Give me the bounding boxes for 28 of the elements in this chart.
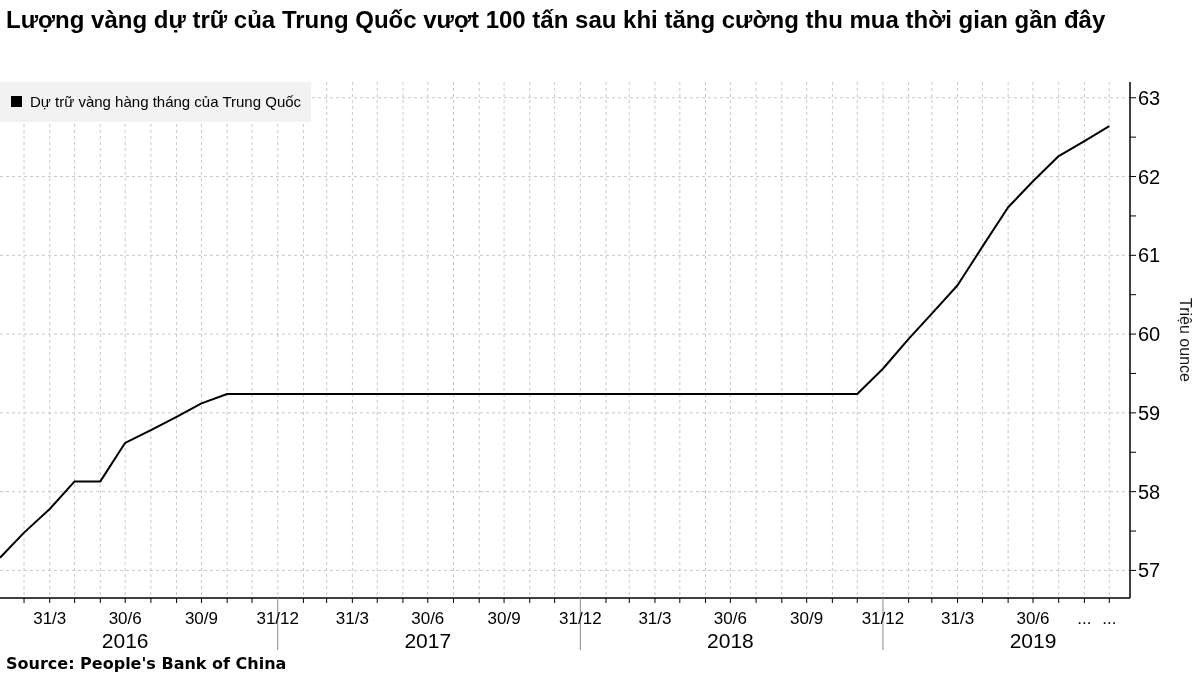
y-tick-label: 60: [1138, 323, 1161, 346]
x-tick-label: 30/6 2017: [404, 609, 452, 652]
x-tick-label: 30/6 2016: [101, 609, 149, 652]
y-tick-label: 57: [1138, 559, 1161, 582]
x-tick-label: 30/6 2019: [1009, 609, 1057, 652]
x-tick-label: ...: [1077, 609, 1092, 628]
x-tick-label: 31/12: [559, 609, 602, 628]
y-tick-label: 62: [1138, 165, 1161, 188]
y-tick-label: 58: [1138, 480, 1161, 503]
y-tick-label: 59: [1138, 401, 1161, 424]
x-tick-label: 31/3: [33, 609, 67, 628]
y-tick-label: 63: [1138, 86, 1161, 109]
x-tick-label: 31/3: [638, 609, 672, 628]
x-tick-label: 31/12: [256, 609, 300, 628]
x-tick-label: 30/9: [790, 609, 824, 628]
x-tick-label: 30/9: [487, 609, 521, 628]
x-tick-label: 30/9: [184, 609, 219, 628]
x-tick-label: 31/3: [941, 609, 975, 628]
x-tick-label: 31/12: [861, 609, 905, 628]
x-tick-label: ...: [1102, 609, 1117, 628]
source-note: Source: People's Bank of China: [6, 654, 287, 673]
y-axis-title: Triệu ounce: [1177, 298, 1194, 383]
line-series: [0, 125, 1111, 559]
chart-title: Lượng vàng dự trữ của Trung Quốc vượt 100 tấn sau khi tăng cường thu mua thời gian gần đây: [6, 6, 1106, 33]
legend-label: Dự trữ vàng hàng tháng của Trung Quốc: [30, 93, 302, 110]
y-tick-label: 61: [1138, 244, 1161, 267]
x-tick-label: 30/6 2018: [707, 609, 754, 652]
x-tick-label: 31/3: [335, 609, 369, 628]
